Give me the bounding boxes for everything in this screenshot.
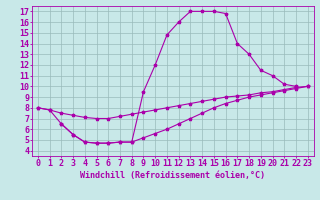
X-axis label: Windchill (Refroidissement éolien,°C): Windchill (Refroidissement éolien,°C) <box>80 171 265 180</box>
